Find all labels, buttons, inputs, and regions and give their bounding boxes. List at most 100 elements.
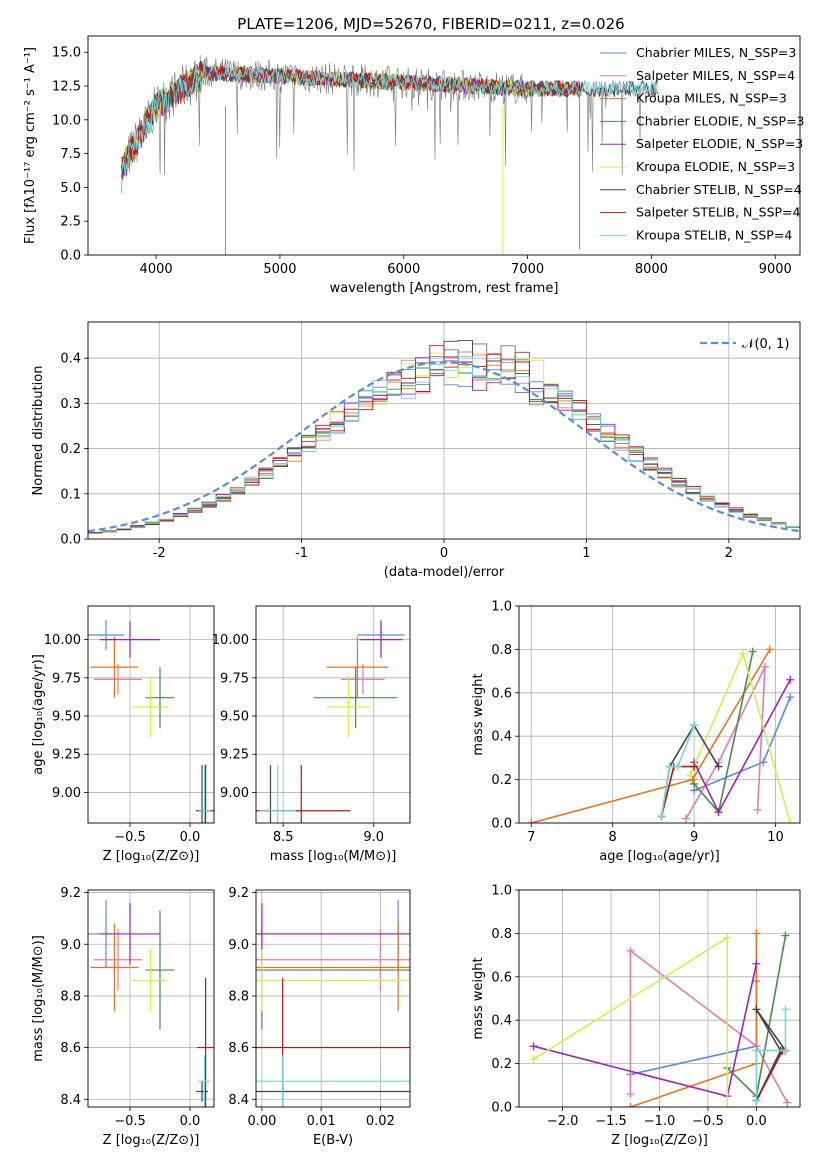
weight_vs_age-ytick-label: 0.0 [491,817,512,832]
age_vs_mass-ytick-label: 9.75 [220,671,249,686]
mass_vs_EBV-ytick-label: 9.0 [228,938,249,953]
age_vs_mass-xtick-label: 8.5 [273,830,294,845]
age_vs_Z-ytick-label: 9.50 [52,710,81,725]
residuals-frame [87,321,801,540]
weight-marker [529,1055,538,1064]
weight_vs_age-xtick-label: 7 [527,830,535,845]
age_vs_mass-ytick-label: 9.00 [220,786,249,801]
spectrum-ytick-label: 2.5 [60,215,81,230]
mass_vs_Z-ytick-label: 9.0 [60,938,81,953]
mass_vs_Z-ytick-label: 8.6 [60,1041,81,1056]
weight-marker [760,662,769,671]
residuals-plot-area [88,322,800,539]
weight_vs_age-xlabel: age [log₁₀(age/yr)] [599,849,720,864]
age_vs_Z-ylabel: age [log₁₀(age/yr)] [31,654,46,775]
spectrum-ytick-label: 12.5 [52,80,81,95]
plots-layer: 4000 5000 6000 7000 8000 90000.02.55.07.510.0… [23,35,801,1148]
mass_vs_Z-ytick-label: 8.4 [60,1093,81,1108]
spectrum-ytick-label: 7.5 [60,147,81,162]
legend-label: Kroupa MILES, N_SSP=3 [636,91,787,106]
weight_vs_age-ytick-label: 0.2 [491,773,512,788]
age_vs_Z-xtick-label: −0.5 [114,830,146,845]
age_vs_Z-plot-area [88,606,214,823]
age_vs_Z-xtick-label: 0.0 [180,830,201,845]
mass_vs_Z-xtick-label: 0.0 [180,1114,201,1129]
mass_vs_EBV-ytick-label: 9.2 [228,886,249,901]
weight-marker [673,762,682,771]
spectrum-xtick-label: 6000 [387,262,420,277]
weight-marker [781,1046,790,1055]
weight-marker [690,762,699,771]
residuals-ytick-label: 0.3 [60,397,81,412]
weight_vs_Z-xtick-label: −1.0 [644,1114,676,1129]
residuals-xtick-label: -1 [295,546,308,561]
spectrum-frame [87,35,801,256]
spectrum-ytick-label: 10.0 [52,113,81,128]
weight-line [755,1008,787,1101]
weight-marker [752,929,761,938]
mass_vs_Z-xlabel: Z [log₁₀(Z/Z⊙)] [103,1133,200,1148]
legend-label: Chabrier ELODIE, N_SSP=3 [636,113,805,128]
spectrum-xtick-label: 8000 [635,262,668,277]
weight_vs_age-frame [518,605,801,824]
mass_vs_Z-ytick-label: 9.2 [60,886,81,901]
mass_vs_Z-axes: −0.5 0.0 8.4 8.6 8.8 9.0 9.2 Z [log₁₀(Z/Z⊙)] mas… [31,886,215,1148]
weight_vs_age-xtick-label: 8 [609,830,617,845]
age_vs_mass-xlabel: mass [log₁₀(M/M⊙)] [270,849,397,864]
mass_vs_Z-frame [87,889,215,1108]
weight-marker [714,808,723,817]
normal-curve [88,361,800,533]
weight-marker [752,1005,761,1014]
weight-marker [681,814,690,823]
legend-label: Salpeter ELODIE, N_SSP=3 [636,136,803,151]
weight-marker [753,805,762,814]
residuals-ylabel: Normed distribution [31,366,46,496]
weight_vs_age-ytick-label: 0.8 [491,643,512,658]
age_vs_mass-plot-area [256,606,410,823]
spectrum-plot-area [120,55,659,255]
age_vs_Z-ytick-label: 9.00 [52,786,81,801]
spectrum-ytick-label: 15.0 [52,46,81,61]
weight-marker [786,675,795,684]
histogram-step [88,355,800,534]
residuals-ytick-label: 0.1 [60,487,81,502]
weight_vs_Z-xtick-label: 0.0 [746,1114,767,1129]
weight-marker [529,1042,538,1051]
weight-marker [690,779,699,788]
spectrum-xlabel: wavelength [Angstrom, rest frame] [330,281,559,296]
weight_vs_age-plot-area [519,606,800,823]
weight-marker [723,933,732,942]
weight-marker [626,1089,635,1098]
mass_vs_Z-ylabel: mass [log₁₀(M/M⊙)] [31,935,46,1062]
histogram-step [88,339,800,534]
weight_vs_Z-xtick-label: −2.0 [547,1114,579,1129]
weight-marker [527,819,536,823]
weight_vs_Z-ytick-label: 0.6 [491,970,512,985]
legend-layer: Chabrier MILES, N_SSP=3 Salpeter MILES, N… [600,45,805,352]
mass_vs_EBV-xtick-label: 0.02 [366,1114,395,1129]
mass_vs_EBV-xtick-label: 0.00 [247,1114,276,1129]
weight-marker [786,819,795,823]
residuals-ytick-label: 0.0 [60,533,81,548]
age_vs_mass-xtick-label: 9.0 [363,830,384,845]
weight-marker [748,647,757,656]
age_vs_mass-ytick-label: 9.50 [220,710,249,725]
age_vs_Z-xlabel: Z [log₁₀(Z/Z⊙)] [103,849,200,864]
weight-marker [781,1005,790,1014]
mass_vs_EBV-xtick-label: 0.01 [307,1114,336,1129]
age_vs_Z-ytick-label: 9.75 [52,671,81,686]
mass_vs_Z-ytick-label: 8.8 [60,989,81,1004]
mass_vs_EBV-ytick-label: 8.4 [228,1093,249,1108]
residuals-ytick-label: 0.4 [60,352,81,367]
weight-marker [657,812,666,821]
weight-line [533,963,758,1098]
weight-marker [765,645,774,654]
legend-label: Salpeter MILES, N_SSP=4 [636,68,795,83]
weight_vs_Z-plot-area [519,890,800,1107]
spectrum-xtick-label: 4000 [140,262,173,277]
weight_vs_Z-ylabel: mass weight [471,957,486,1039]
weight_vs_Z-ytick-label: 0.4 [491,1014,512,1029]
weight_vs_Z-ytick-label: 0.8 [491,927,512,942]
weight_vs_age-ylabel: mass weight [471,673,486,755]
weight_vs_Z-axes: −2.0 −1.5 −1.0 −0.5 0.0 0.0 0.2 0.4 0.6 0.8 1.0 Z [… [471,884,801,1148]
